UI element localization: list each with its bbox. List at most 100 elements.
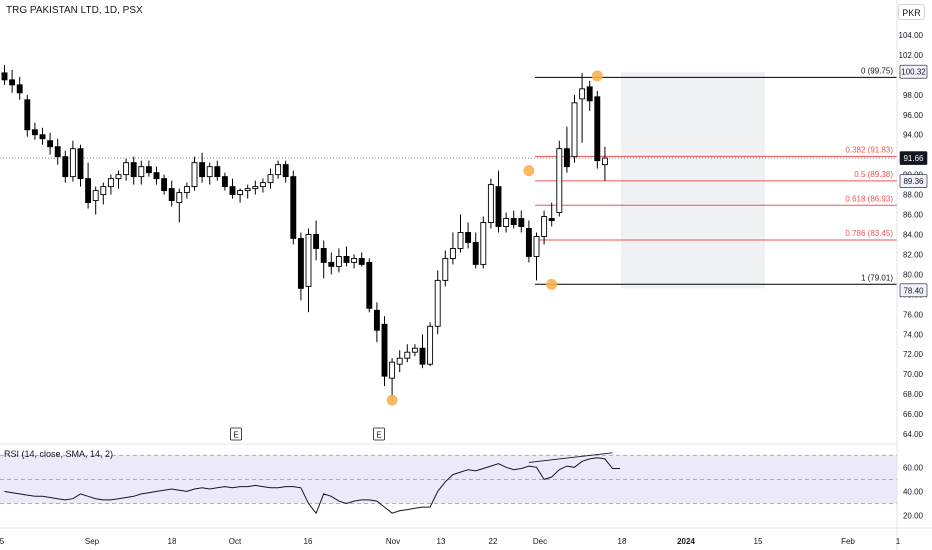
candle-up — [389, 361, 396, 379]
candle-down — [16, 84, 23, 94]
candle-up — [601, 157, 608, 166]
candle-down — [221, 176, 228, 188]
candle-up — [176, 192, 183, 204]
price-tick-label: 76.00 — [903, 310, 924, 319]
price-tick-label: 64.00 — [903, 430, 924, 439]
candle-up — [571, 102, 578, 158]
candle-up — [252, 186, 259, 190]
price-tick-label: 66.00 — [903, 410, 924, 419]
candle-up — [427, 325, 434, 365]
time-tick-label: 15 — [754, 537, 763, 546]
time-tick-label: Nov — [386, 537, 400, 546]
time-tick-label: 18 — [168, 537, 177, 546]
chart-title: TRG PAKISTAN LTD, 1D, PSX — [6, 5, 143, 16]
price-tick-label: 68.00 — [903, 390, 924, 399]
rsi-pane — [0, 452, 897, 515]
fib-level-label: 0 (99.75) — [861, 66, 893, 75]
earnings-event-badge — [373, 427, 385, 441]
time-tick-label: Sep — [85, 537, 100, 546]
candle-down — [419, 347, 426, 365]
candle-up — [487, 184, 494, 223]
price-axis-badge — [899, 64, 928, 79]
candle-down — [328, 261, 335, 267]
time-tick-label: 2024 — [677, 537, 695, 546]
candle-up — [107, 178, 114, 188]
pivot-marker — [546, 278, 558, 290]
fib-level-label: 1 (79.01) — [861, 273, 893, 282]
price-tick-label: 94.00 — [903, 131, 924, 140]
price-tick-label: 98.00 — [903, 91, 924, 100]
candle-up — [123, 162, 130, 176]
pivot-marker — [523, 165, 535, 177]
fibonacci-box — [621, 71, 765, 289]
time-tick-label: 16 — [304, 537, 313, 546]
rsi-line — [4, 457, 621, 515]
candle-up — [92, 190, 99, 202]
earnings-event-label: E — [376, 431, 381, 440]
earnings-event-badge — [230, 427, 242, 441]
candle-up — [206, 166, 213, 178]
candle-up — [480, 222, 487, 265]
candle-down — [465, 232, 472, 243]
earnings-event-label: E — [233, 431, 238, 440]
rsi-title: RSI (14, close, SMA, 14, 2) — [4, 449, 114, 459]
candle-down — [229, 186, 236, 196]
candle-up — [115, 174, 122, 180]
pivot-markers — [386, 70, 603, 406]
candle-up — [191, 162, 198, 188]
candle-down — [472, 242, 479, 265]
price-axis-badge — [899, 174, 928, 188]
candle-down — [548, 218, 555, 221]
candle-down — [594, 96, 601, 162]
fib-level-label: 0.618 (86.93) — [845, 194, 893, 203]
candle-down — [518, 218, 525, 227]
price-axis: 104.00102.00100.0098.0096.0094.0092.0090… — [896, 0, 928, 550]
candle-down — [586, 86, 593, 102]
price-axis-badge-label: 100.32 — [901, 68, 926, 77]
pivot-marker — [386, 394, 398, 406]
price-axis-badge-label: 78.40 — [903, 286, 924, 295]
time-tick-label: Feb — [841, 537, 855, 546]
candle-up — [533, 236, 540, 257]
time-tick-label: 1 — [896, 537, 901, 546]
candle-up — [404, 351, 411, 359]
price-axis-badge-label: 91.66 — [903, 154, 924, 163]
time-tick-label: Oct — [229, 537, 242, 546]
candle-down — [9, 79, 16, 86]
pivot-marker — [591, 70, 603, 82]
candle-down — [282, 164, 289, 178]
rsi-tick-label: 20.00 — [903, 512, 924, 521]
time-tick-label: Dec — [533, 537, 547, 546]
candle-down — [563, 148, 570, 168]
candle-up — [411, 347, 418, 353]
currency-button[interactable]: PKR — [898, 4, 925, 20]
candle-up — [305, 234, 312, 287]
price-tick-label: 102.00 — [899, 51, 924, 60]
projection-box — [621, 71, 765, 289]
candle-down — [31, 129, 38, 136]
candle-down — [214, 166, 221, 178]
candle-up — [69, 148, 76, 178]
candle-down — [145, 166, 152, 174]
fib-level-label: 0.382 (91.83) — [845, 145, 893, 154]
price-tick-label: 70.00 — [903, 370, 924, 379]
candle-down — [130, 162, 137, 178]
candle-up — [275, 164, 282, 176]
candle-down — [24, 99, 31, 131]
price-tick-label: 80.00 — [903, 270, 924, 279]
candle-down — [297, 238, 304, 289]
candle-down — [495, 186, 502, 227]
time-axis: 5 Sep 18 Oct 16 Nov 13 22 Dec 18 2024 15 Feb 1 — [0, 443, 932, 546]
candle-up — [541, 216, 548, 237]
candle-up — [138, 166, 145, 178]
price-axis-badge — [899, 151, 928, 165]
candle-up — [183, 186, 190, 194]
candle-down — [54, 146, 61, 158]
candle-down — [47, 140, 54, 148]
candle-up — [237, 190, 244, 196]
candle-down — [510, 218, 517, 225]
candle-down — [381, 323, 388, 377]
time-tick-label: 22 — [489, 537, 498, 546]
price-tick-label: 88.00 — [903, 191, 924, 200]
